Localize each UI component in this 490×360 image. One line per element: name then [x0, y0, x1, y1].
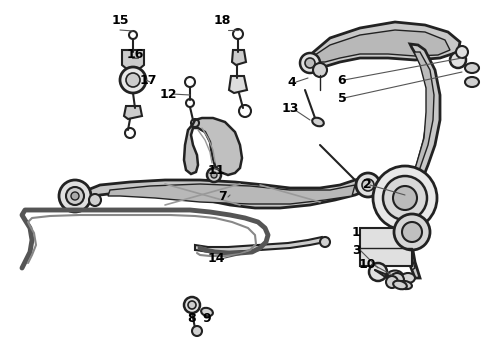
Polygon shape	[232, 50, 246, 65]
Text: 10: 10	[358, 257, 376, 270]
Circle shape	[362, 179, 374, 191]
Circle shape	[126, 73, 140, 87]
Circle shape	[211, 172, 217, 178]
Text: 1: 1	[352, 225, 360, 238]
Polygon shape	[315, 30, 450, 62]
Ellipse shape	[465, 63, 479, 73]
Circle shape	[390, 273, 404, 287]
Circle shape	[59, 180, 91, 212]
Text: 11: 11	[207, 163, 225, 176]
Polygon shape	[195, 237, 325, 252]
Circle shape	[305, 58, 315, 68]
Ellipse shape	[201, 308, 213, 316]
Circle shape	[393, 186, 417, 210]
Text: 13: 13	[281, 102, 299, 114]
Ellipse shape	[398, 281, 412, 289]
Ellipse shape	[465, 77, 479, 87]
Circle shape	[207, 168, 221, 182]
Circle shape	[66, 187, 84, 205]
Circle shape	[383, 176, 427, 220]
Polygon shape	[229, 76, 247, 93]
Circle shape	[356, 173, 380, 197]
Circle shape	[373, 166, 437, 230]
Text: 4: 4	[288, 76, 296, 89]
Polygon shape	[405, 44, 440, 278]
Text: 2: 2	[363, 179, 371, 192]
Text: 14: 14	[207, 252, 225, 265]
Circle shape	[71, 192, 79, 200]
Bar	[360, 228, 412, 266]
Text: 3: 3	[352, 243, 360, 256]
Text: 6: 6	[338, 73, 346, 86]
Circle shape	[450, 52, 466, 68]
Circle shape	[89, 194, 101, 206]
Circle shape	[300, 53, 320, 73]
Polygon shape	[122, 50, 144, 70]
Polygon shape	[124, 106, 142, 119]
Polygon shape	[184, 118, 242, 175]
Polygon shape	[108, 184, 355, 204]
Circle shape	[120, 67, 146, 93]
Text: 18: 18	[213, 13, 231, 27]
Polygon shape	[75, 178, 370, 208]
Text: 9: 9	[203, 311, 211, 324]
Ellipse shape	[387, 270, 403, 282]
Circle shape	[188, 301, 196, 309]
Circle shape	[369, 263, 387, 281]
Circle shape	[192, 326, 202, 336]
Polygon shape	[305, 22, 460, 72]
Circle shape	[313, 63, 327, 77]
Circle shape	[394, 214, 430, 250]
Text: 15: 15	[111, 13, 129, 27]
Circle shape	[456, 46, 468, 58]
Ellipse shape	[401, 273, 415, 283]
Circle shape	[320, 237, 330, 247]
Text: 8: 8	[188, 311, 196, 324]
Ellipse shape	[312, 118, 324, 126]
Text: 7: 7	[218, 190, 226, 203]
Text: 12: 12	[159, 87, 177, 100]
Circle shape	[402, 222, 422, 242]
Ellipse shape	[393, 281, 407, 289]
Circle shape	[386, 276, 398, 288]
Polygon shape	[405, 52, 434, 270]
Text: 17: 17	[139, 73, 157, 86]
Circle shape	[184, 297, 200, 313]
Text: 16: 16	[126, 49, 144, 62]
Text: 5: 5	[338, 91, 346, 104]
